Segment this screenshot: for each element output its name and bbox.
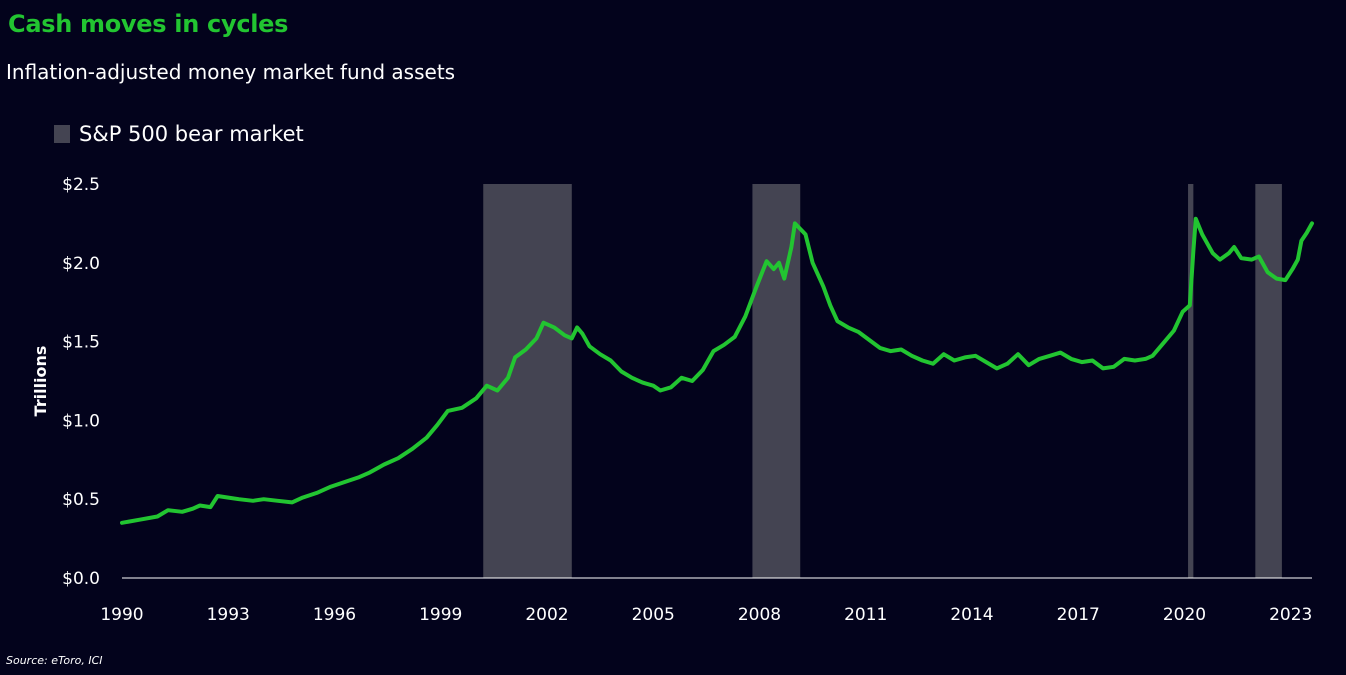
x-tick-label: 1993	[207, 605, 250, 625]
y-tick-label: $1.5	[62, 333, 100, 353]
x-tick-label: 2017	[1057, 605, 1100, 625]
x-tick-label: 2020	[1163, 605, 1206, 625]
bear-market-bands	[483, 184, 1282, 578]
x-tick-label: 2014	[950, 605, 993, 625]
chart-subtitle: Inflation-adjusted money market fund ass…	[6, 60, 456, 84]
legend-label-bear-market: S&P 500 bear market	[79, 122, 304, 146]
bear-market-band-3	[1188, 184, 1194, 578]
x-tick-label: 2011	[844, 605, 887, 625]
y-tick-label: $0.5	[62, 490, 100, 510]
x-tick-label: 2023	[1269, 605, 1312, 625]
x-tick-label: 1999	[419, 605, 462, 625]
x-tick-label: 2008	[738, 605, 781, 625]
y-tick-label: $0.0	[62, 569, 100, 589]
x-tick-label: 2002	[525, 605, 568, 625]
axes: $0.0 $0.5 $1.0 $1.5 $2.0 $2.5 1990 1993 1996 1999…	[62, 175, 1312, 625]
source-note: Source: eToro, ICI	[6, 654, 103, 667]
series-line	[120, 216, 1314, 525]
legend-swatch-bear-market	[54, 125, 70, 143]
y-tick-label: $2.5	[62, 175, 100, 195]
bear-market-band-1	[483, 184, 572, 578]
x-tick-label: 2005	[632, 605, 675, 625]
x-tick-label: 1990	[100, 605, 143, 625]
y-axis-label: Trillions	[31, 346, 50, 417]
legend: S&P 500 bear market	[54, 122, 304, 146]
y-tick-label: $2.0	[62, 254, 100, 274]
chart-title: Cash moves in cycles	[8, 10, 289, 38]
x-tick-label: 1996	[313, 605, 356, 625]
bear-market-band-4	[1255, 184, 1282, 578]
y-tick-label: $1.0	[62, 411, 100, 431]
